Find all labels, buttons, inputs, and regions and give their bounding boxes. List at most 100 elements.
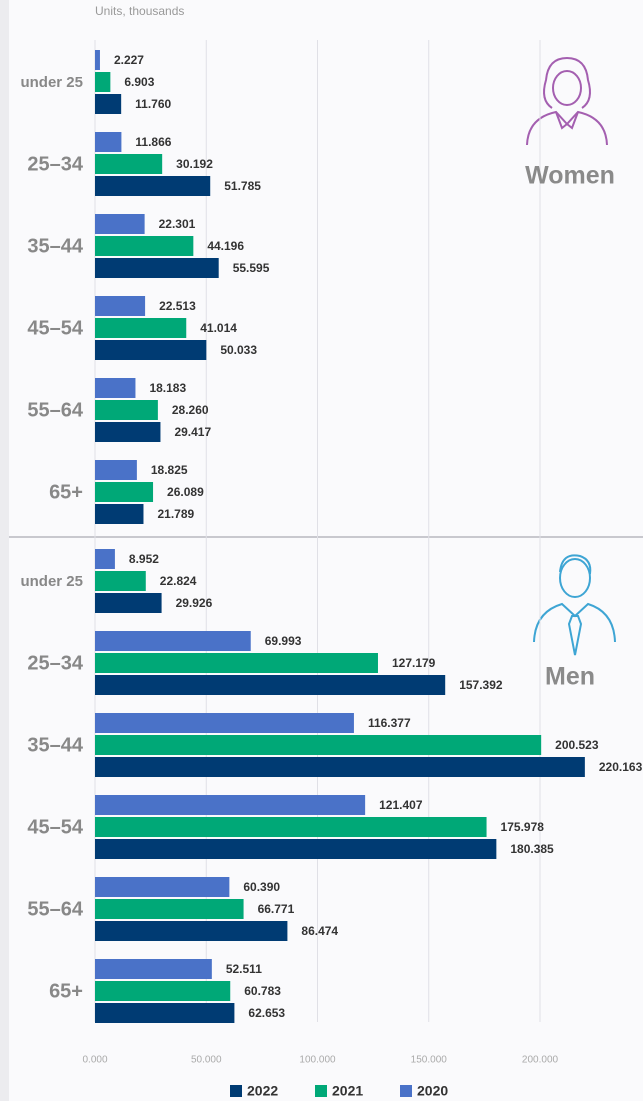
legend-swatch — [315, 1085, 327, 1097]
panel-title: Men — [545, 663, 595, 691]
category-label: 45–54 — [27, 816, 83, 838]
bar — [95, 713, 354, 733]
bar — [95, 757, 585, 777]
category-label: 65+ — [49, 481, 83, 503]
bar — [95, 735, 542, 755]
value-label: 51.785 — [224, 179, 261, 193]
value-label: 127.179 — [392, 656, 436, 670]
x-tick-label: 100.000 — [299, 1055, 336, 1066]
value-label: 29.417 — [174, 425, 211, 439]
category-label: 35–44 — [27, 235, 83, 257]
value-label: 220.163 — [599, 760, 643, 774]
bar — [95, 482, 154, 502]
bar — [95, 214, 145, 234]
x-tick-label: 200.000 — [522, 1055, 559, 1066]
bar — [95, 400, 158, 420]
bar — [95, 422, 161, 442]
legend-label: 2020 — [417, 1083, 448, 1099]
bar — [95, 318, 187, 338]
value-label: 41.014 — [200, 321, 237, 335]
bar — [95, 50, 100, 70]
value-label: 11.760 — [135, 97, 171, 111]
legend-swatch — [400, 1085, 412, 1097]
value-label: 62.653 — [248, 1006, 285, 1020]
x-tick-label: 0.000 — [82, 1055, 107, 1066]
value-label: 6.903 — [124, 75, 154, 89]
category-label: 35–44 — [27, 734, 83, 756]
axis-label: Units, thousands — [95, 4, 184, 18]
bar — [95, 653, 378, 673]
bar — [95, 921, 288, 941]
bar — [95, 959, 212, 979]
category-label: 55–64 — [27, 399, 83, 421]
bar — [95, 340, 207, 360]
bar — [95, 1003, 235, 1023]
bar — [95, 795, 366, 815]
value-label: 30.192 — [176, 157, 213, 171]
bar — [95, 675, 446, 695]
category-label: 25–34 — [27, 153, 83, 175]
bar — [95, 817, 487, 837]
value-label: 157.392 — [459, 678, 503, 692]
x-tick-label: 50.000 — [191, 1055, 222, 1066]
value-label: 18.183 — [149, 381, 186, 395]
panel-title: Women — [525, 162, 615, 190]
value-label: 200.523 — [555, 738, 599, 752]
value-label: 66.771 — [258, 902, 295, 916]
x-tick-label: 150.000 — [411, 1055, 448, 1066]
category-label: under 25 — [20, 74, 83, 91]
left-strip — [0, 0, 9, 1101]
bar — [95, 504, 144, 524]
bar — [95, 981, 231, 1001]
bar — [95, 839, 497, 859]
value-label: 60.783 — [244, 984, 281, 998]
value-label: 69.993 — [265, 634, 302, 648]
bar — [95, 132, 122, 152]
legend-swatch — [230, 1085, 242, 1097]
value-label: 8.952 — [129, 552, 159, 566]
value-label: 116.377 — [368, 716, 411, 730]
value-label: 26.089 — [167, 485, 204, 499]
women-icon — [526, 56, 608, 146]
category-label: 65+ — [49, 980, 83, 1002]
bar — [95, 176, 211, 196]
bar — [95, 460, 137, 480]
value-label: 60.390 — [243, 880, 280, 894]
value-label: 180.385 — [510, 842, 554, 856]
bar — [95, 378, 136, 398]
value-label: 2.227 — [114, 53, 144, 67]
men-icon — [533, 554, 616, 656]
bar — [95, 631, 251, 651]
value-label: 29.926 — [176, 596, 213, 610]
value-label: 44.196 — [207, 239, 244, 253]
value-label: 50.033 — [220, 343, 257, 357]
category-label: 45–54 — [27, 317, 83, 339]
category-label: 55–64 — [27, 898, 83, 920]
category-label: 25–34 — [27, 652, 83, 674]
bar — [95, 154, 163, 174]
value-label: 52.511 — [226, 962, 262, 976]
value-label: 28.260 — [172, 403, 209, 417]
bar — [95, 877, 230, 897]
bar — [95, 296, 146, 316]
legend-label: 2021 — [332, 1083, 363, 1099]
value-label: 175.978 — [501, 820, 545, 834]
value-label: 21.789 — [157, 507, 194, 521]
bar — [95, 258, 219, 278]
value-label: 22.513 — [159, 299, 196, 313]
bar — [95, 94, 122, 114]
value-label: 22.824 — [160, 574, 197, 588]
value-label: 86.474 — [301, 924, 338, 938]
legend-label: 2022 — [247, 1083, 278, 1099]
value-label: 121.407 — [379, 798, 423, 812]
value-label: 18.825 — [151, 463, 188, 477]
bar — [95, 72, 111, 92]
value-label: 11.866 — [135, 135, 171, 149]
value-label: 22.301 — [159, 217, 196, 231]
bar — [95, 593, 162, 613]
bar — [95, 899, 244, 919]
value-label: 55.595 — [233, 261, 270, 275]
bar — [95, 571, 146, 591]
bar — [95, 236, 194, 256]
